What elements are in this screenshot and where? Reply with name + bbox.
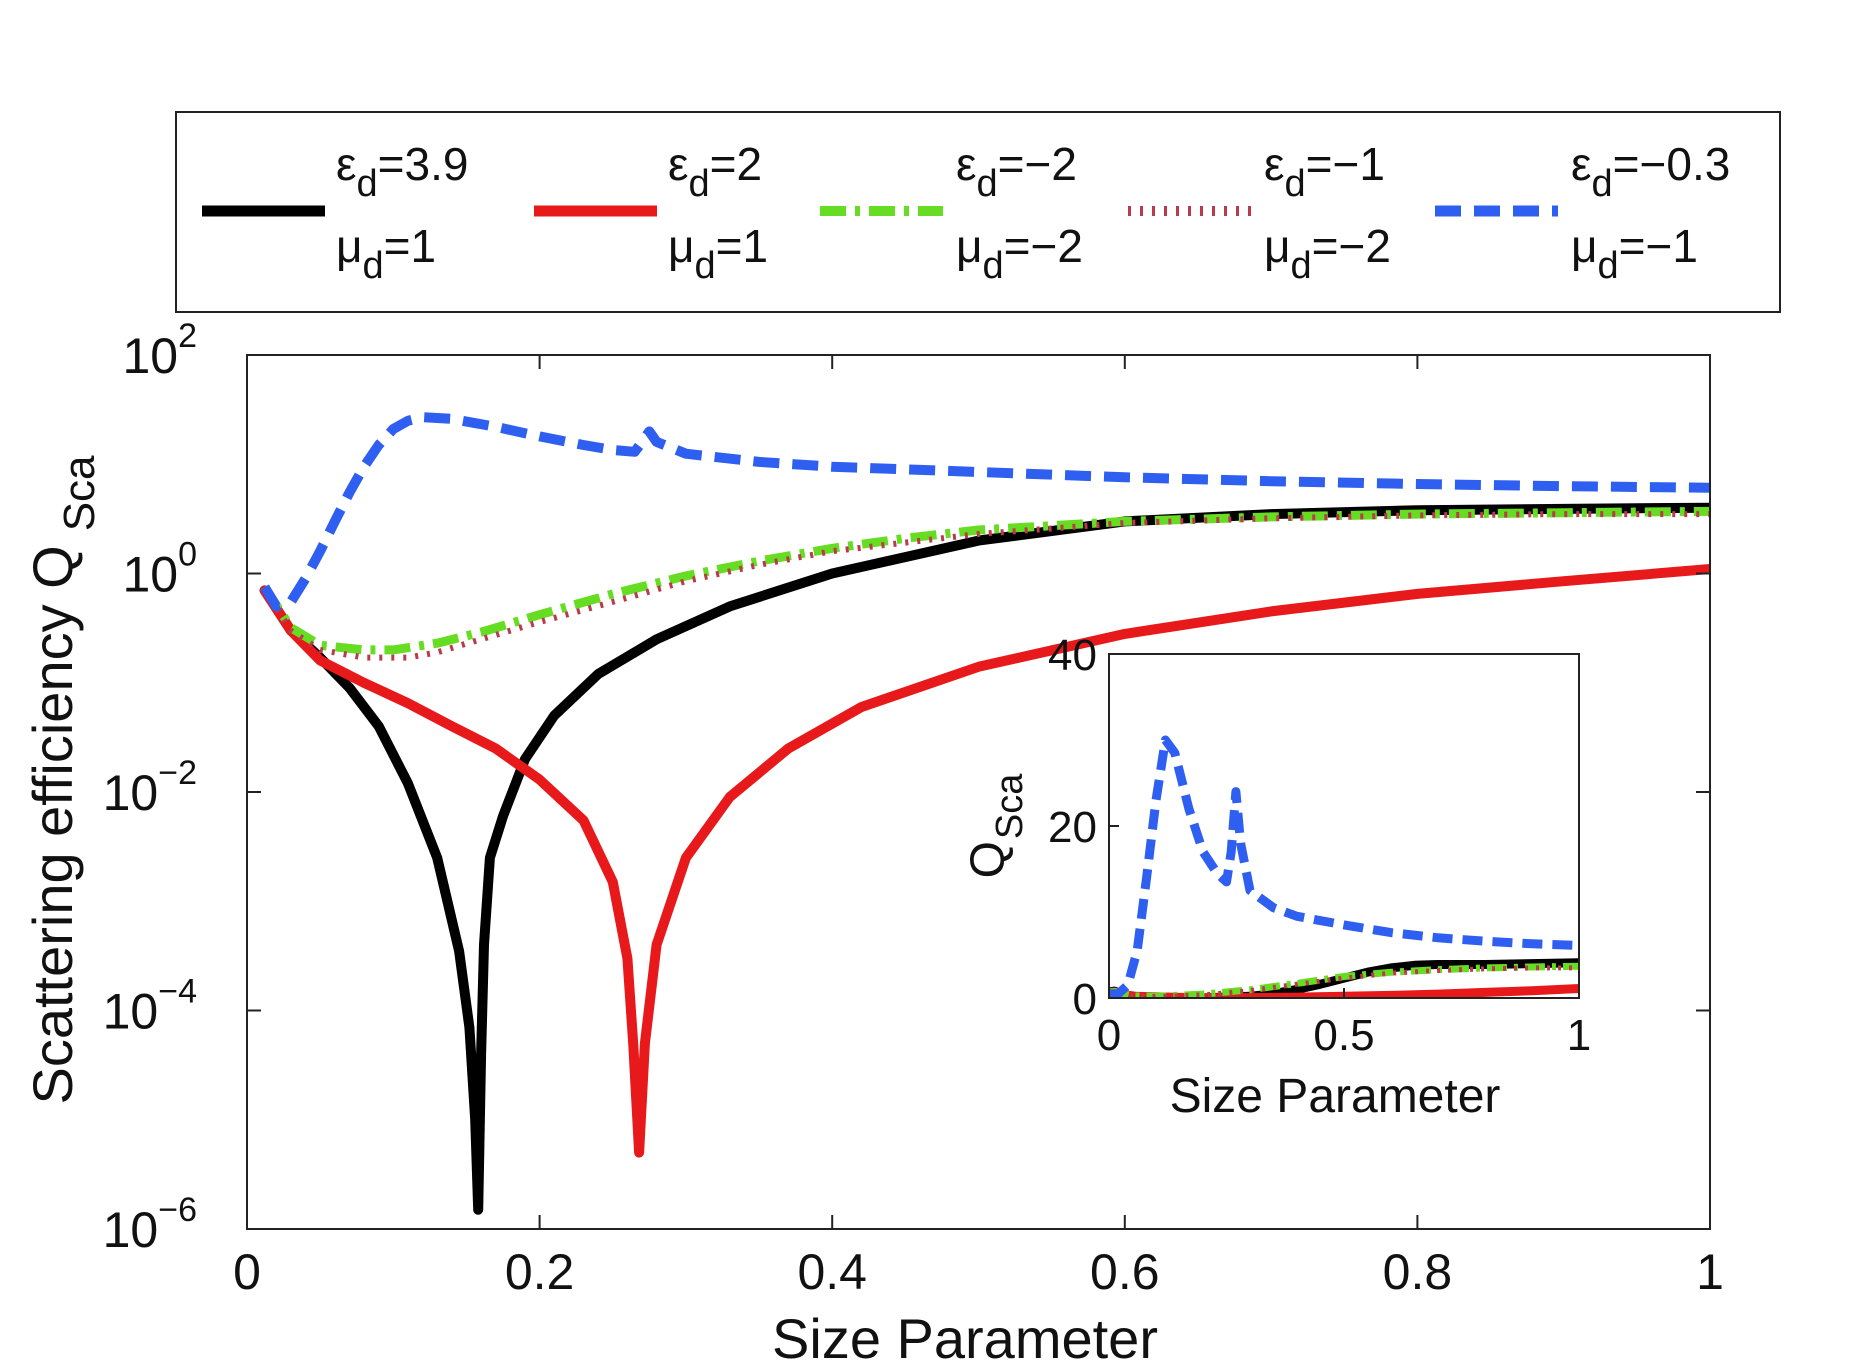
legend-eps-symbol-5: ε: [1571, 138, 1592, 190]
main-y-tick-base-2: 10: [103, 765, 159, 821]
main-y-axis-label-sub: Sca: [55, 455, 104, 531]
inset-series-eps-1_mu-2: [1109, 965, 1579, 998]
legend-eps-val-5: =−0.3: [1613, 138, 1731, 190]
legend-text-4-mu: μd=−2: [1264, 220, 1391, 287]
main-series-eps-2_mu-2: [260, 506, 1710, 655]
main-y-tick-exp-3: 0: [178, 536, 197, 574]
legend-mu-val-5: =−1: [1619, 220, 1698, 272]
main-series-eps2_mu1: [259, 564, 1710, 1158]
legend-eps-symbol-2: ε: [668, 138, 689, 190]
main-series-eps-1_mu-2: [262, 511, 1710, 661]
inset-y-tick-label-2: 40: [1048, 631, 1097, 680]
main-x-tick-label-4: 0.8: [1383, 1244, 1453, 1300]
main-y-tick-exp-4: 2: [178, 317, 197, 355]
legend-text-1-eps: εd=3.9: [336, 138, 468, 205]
inset-x-axis-label: Size Parameter: [1170, 1070, 1501, 1123]
main-y-axis-label: Scattering efficiency Q Sca: [21, 455, 104, 1105]
legend-eps-sub-5: d: [1592, 163, 1613, 205]
inset-series-group: [1109, 735, 1579, 998]
legend-eps-sub-4: d: [1285, 163, 1306, 205]
inset-axes-frame: [1108, 653, 1580, 999]
main-y-tick-base-1: 10: [103, 984, 159, 1040]
legend-entry-5: εd=−0.3 μd=−1: [1435, 138, 1730, 287]
legend-mu-symbol-5: μ: [1571, 220, 1598, 272]
inset-y-axis-label-text: Q: [962, 841, 1015, 878]
main-x-tick-label-0: 0: [233, 1244, 261, 1300]
main-y-tick-base-4: 10: [122, 328, 178, 384]
legend-mu-sub-3: d: [983, 245, 1004, 287]
legend-entry-3: εd=−2 μd=−2: [820, 138, 1083, 287]
main-y-tick-exp-0: −6: [158, 1191, 197, 1229]
legend-mu-sub-4: d: [1291, 245, 1312, 287]
inset-x-tick-label-2: 1: [1567, 1011, 1591, 1060]
legend-mu-val-3: =−2: [1004, 220, 1083, 272]
inset-plot: 0 0.5 1 0 20 40 Size Parameter QSca: [962, 631, 1591, 1123]
inset-x-tick-label-1: 0.5: [1313, 1011, 1374, 1060]
legend-eps-val-2: =2: [710, 138, 762, 190]
legend-eps-val-3: =−2: [998, 138, 1077, 190]
legend-eps-symbol-3: ε: [956, 138, 977, 190]
main-y-tick-base-0: 10: [103, 1202, 159, 1258]
main-y-tick-exp-2: −2: [158, 754, 197, 792]
legend-mu-symbol-3: μ: [956, 220, 983, 272]
legend-text-4-eps: εd=−1: [1264, 138, 1385, 205]
inset-y-tick-label-1: 20: [1048, 803, 1097, 852]
legend-text-2-mu: μd=1: [668, 220, 768, 287]
legend-eps-symbol-4: ε: [1264, 138, 1285, 190]
main-y-tick-label-2: 10−2: [103, 754, 197, 821]
inset-x-tick-label-0: 0: [1097, 1011, 1121, 1060]
legend-eps-sub-3: d: [977, 163, 998, 205]
inset-y-axis-label: QSca: [962, 773, 1031, 879]
legend-entry-1: εd=3.9 μd=1: [202, 138, 468, 287]
main-y-tick-label-3: 100: [122, 536, 197, 603]
main-x-tick-label-2: 0.4: [797, 1244, 867, 1300]
legend-eps-sub-1: d: [357, 163, 378, 205]
main-axes-frame: [246, 354, 1711, 1230]
main-x-axis-label: Size Parameter: [772, 1307, 1158, 1366]
main-y-tick-label-1: 10−4: [103, 973, 197, 1040]
legend-text-3-mu: μd=−2: [956, 220, 1083, 287]
inset-y-tick-label-0: 0: [1073, 975, 1097, 1024]
legend-text-2-eps: εd=2: [668, 138, 762, 205]
legend-text-1-mu: μd=1: [336, 220, 436, 287]
legend-text-5-eps: εd=−0.3: [1571, 138, 1730, 205]
main-y-tick-label-4: 102: [122, 317, 197, 384]
legend-mu-val-2: =1: [716, 220, 768, 272]
legend-entry-4: εd=−1 μd=−2: [1128, 138, 1391, 287]
legend-mu-sub-5: d: [1598, 245, 1619, 287]
legend: εd=3.9 μd=1 εd=2 μd=1 εd=−2 μd=−2: [175, 111, 1781, 313]
legend-eps-val-1: =3.9: [378, 138, 469, 190]
main-x-tick-label-1: 0.2: [505, 1244, 575, 1300]
legend-mu-symbol-4: μ: [1264, 220, 1291, 272]
legend-mu-val-1: =1: [384, 220, 436, 272]
main-y-tick-base-3: 10: [122, 547, 178, 603]
main-y-axis-label-text: Scattering efficiency Q: [21, 545, 84, 1104]
legend-mu-sub-1: d: [363, 245, 384, 287]
main-series-group: [259, 412, 1710, 1215]
legend-eps-sub-2: d: [689, 163, 710, 205]
legend-eps-val-4: =−1: [1306, 138, 1385, 190]
legend-mu-symbol-1: μ: [336, 220, 363, 272]
legend-text-5-mu: μd=−1: [1571, 220, 1698, 287]
main-y-tick-label-0: 10−6: [103, 1191, 197, 1258]
legend-mu-symbol-2: μ: [668, 220, 695, 272]
main-series-eps-0.3_mu-1: [260, 412, 1710, 612]
inset-series-eps2_mu1: [1109, 984, 1579, 998]
legend-eps-symbol-1: ε: [336, 138, 357, 190]
legend-mu-val-4: =−2: [1312, 220, 1391, 272]
main-x-tick-label-3: 0.6: [1090, 1244, 1160, 1300]
inset-y-axis-label-sub: Sca: [989, 773, 1031, 839]
main-x-tick-label-5: 1: [1696, 1244, 1724, 1300]
legend-text-3-eps: εd=−2: [956, 138, 1077, 205]
legend-box: [175, 111, 1781, 313]
legend-entry-2: εd=2 μd=1: [534, 138, 768, 287]
legend-mu-sub-2: d: [695, 245, 716, 287]
main-y-tick-exp-1: −4: [158, 973, 197, 1011]
